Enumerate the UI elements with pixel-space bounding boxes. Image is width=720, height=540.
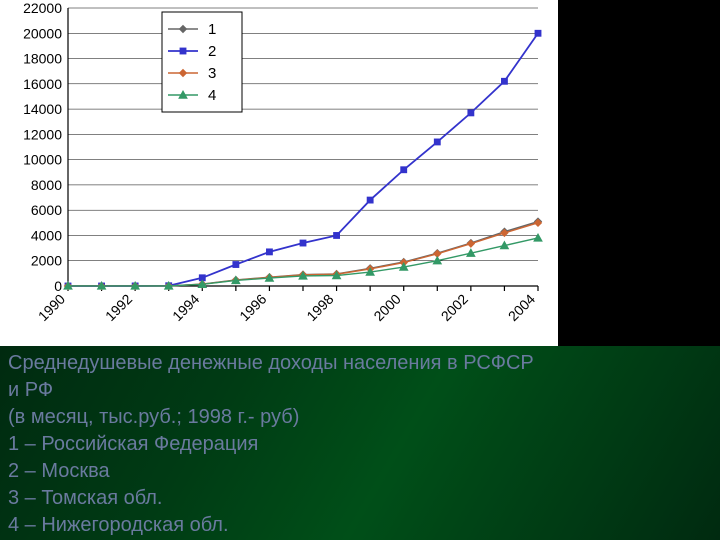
caption-line: 3 – Томская обл. <box>8 485 712 512</box>
y-tick-label: 12000 <box>23 126 62 142</box>
series-marker-s2 <box>401 167 407 173</box>
y-tick-label: 4000 <box>31 227 62 243</box>
chart-container: 0200040006000800010000120001400016000180… <box>0 0 558 346</box>
legend-label: 3 <box>208 65 216 82</box>
y-tick-label: 2000 <box>31 253 62 269</box>
x-tick-label: 1994 <box>169 291 202 324</box>
y-tick-label: 16000 <box>23 76 62 92</box>
caption-line: 4 – Нижегородская обл. <box>8 512 712 539</box>
x-tick-label: 2002 <box>438 291 471 324</box>
series-marker-s2 <box>434 139 440 145</box>
legend-box <box>162 12 242 112</box>
series-marker-s2 <box>468 110 474 116</box>
caption-line: 1 – Российская Федерация <box>8 431 712 458</box>
series-marker-s2 <box>267 249 273 255</box>
income-line-chart: 0200040006000800010000120001400016000180… <box>0 0 558 346</box>
x-tick-label: 1996 <box>236 291 269 324</box>
series-marker-s2 <box>367 197 373 203</box>
caption-line: 2 – Москва <box>8 458 712 485</box>
y-tick-label: 8000 <box>31 177 62 193</box>
x-tick-label: 1992 <box>102 291 135 324</box>
y-tick-label: 20000 <box>23 25 62 41</box>
y-tick-label: 10000 <box>23 152 62 168</box>
legend-label: 4 <box>208 87 216 104</box>
caption-line: Среднедушевые денежные доходы населения … <box>8 350 712 377</box>
page-root: { "viewport": { "width": 720, "height": … <box>0 0 720 540</box>
y-tick-label: 14000 <box>23 101 62 117</box>
series-marker-s2 <box>334 233 340 239</box>
y-tick-label: 6000 <box>31 202 62 218</box>
caption-line: и РФ <box>8 377 712 404</box>
x-tick-label: 1998 <box>303 291 336 324</box>
series-marker-s2 <box>300 240 306 246</box>
series-marker-s2 <box>502 78 508 84</box>
x-tick-label: 2004 <box>505 291 538 324</box>
legend-label: 2 <box>208 43 216 60</box>
x-tick-label: 1990 <box>35 291 68 324</box>
y-tick-label: 18000 <box>23 51 62 67</box>
legend-label: 1 <box>208 21 216 38</box>
caption-panel: Среднедушевые денежные доходы населения … <box>0 346 720 540</box>
y-tick-label: 22000 <box>23 0 62 16</box>
series-marker-s2 <box>233 262 239 268</box>
series-marker-s2 <box>535 30 541 36</box>
x-tick-label: 2000 <box>370 291 403 324</box>
caption-line: (в месяц, тыс.руб.; 1998 г.- руб) <box>8 404 712 431</box>
